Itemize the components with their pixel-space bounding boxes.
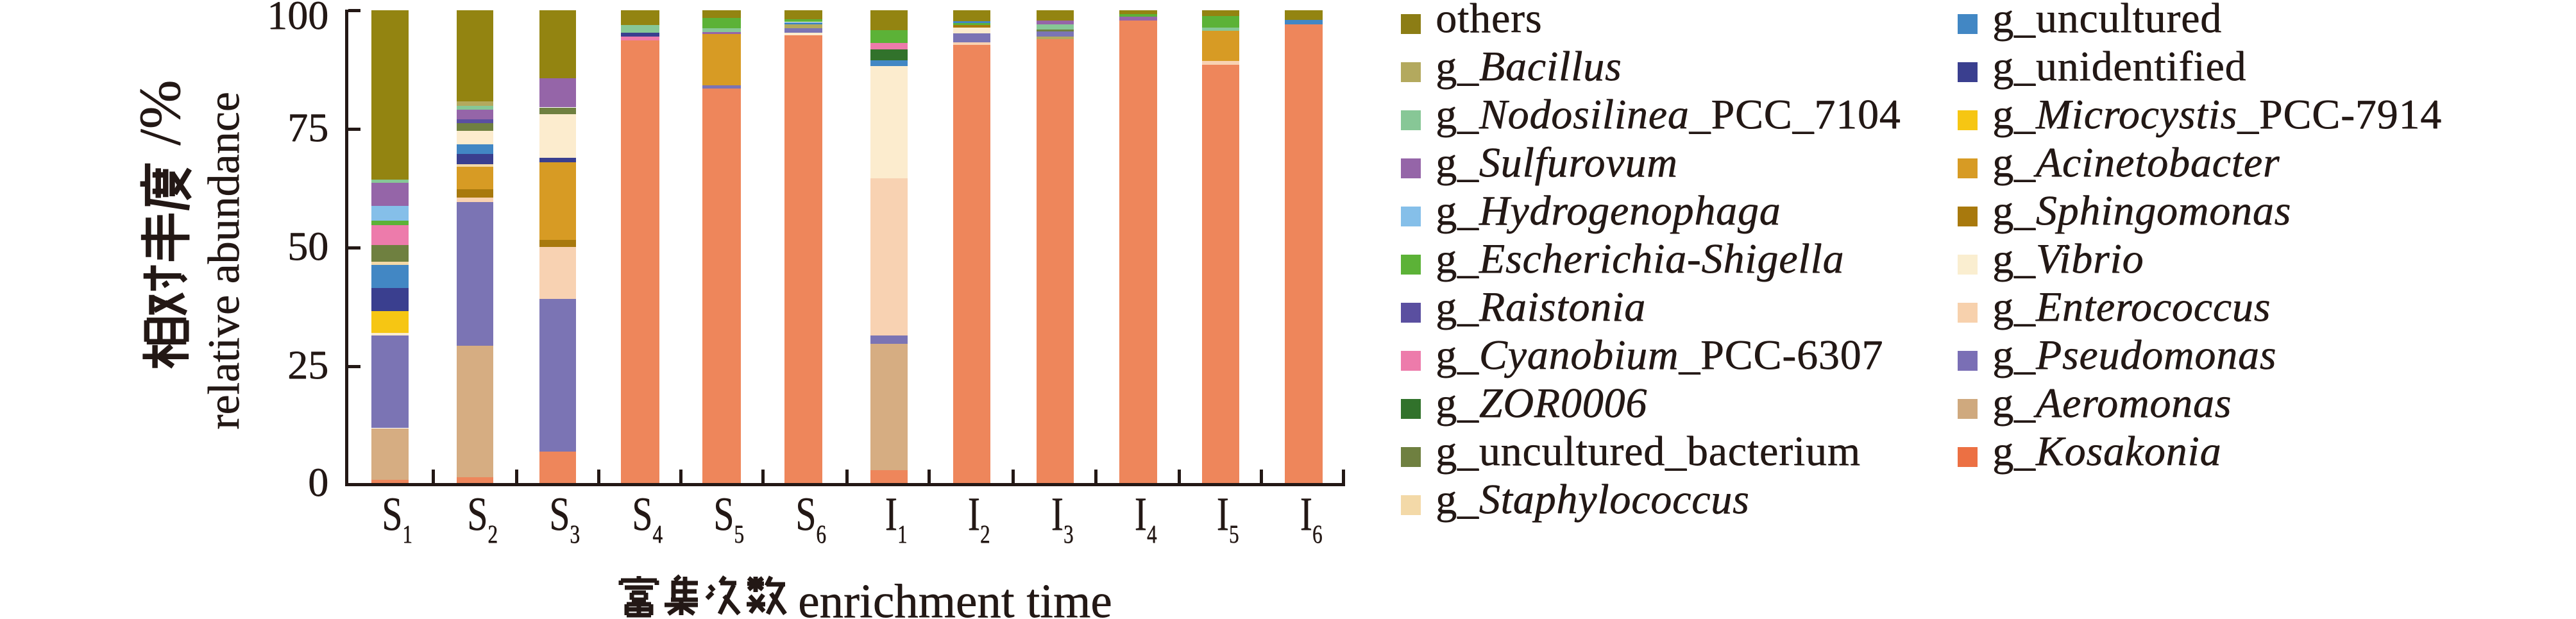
svg-text:/%: /%: [127, 80, 192, 146]
svg-text:relative abundance: relative abundance: [199, 92, 249, 430]
svg-text:enrichment time: enrichment time: [798, 575, 1112, 619]
